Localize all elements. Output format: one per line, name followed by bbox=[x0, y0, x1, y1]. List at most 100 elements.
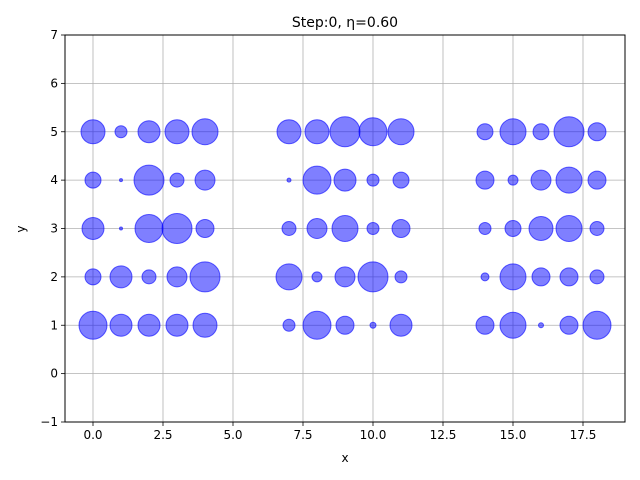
scatter-point bbox=[538, 322, 544, 329]
scatter-point bbox=[507, 174, 519, 186]
scatter-point bbox=[555, 215, 583, 242]
scatter-point bbox=[559, 267, 579, 287]
scatter-point bbox=[391, 219, 411, 238]
x-axis-ticks: 0.0 2.5 5.0 7.5 10.0 12.5 15.0 17.5 bbox=[83, 422, 596, 442]
scatter-point bbox=[165, 313, 189, 337]
scatter-point bbox=[329, 116, 361, 148]
scatter-point bbox=[281, 221, 297, 236]
y-tick-label: 4 bbox=[50, 173, 58, 187]
scatter-point bbox=[331, 215, 359, 242]
scatter-point bbox=[589, 269, 605, 285]
scatter-point bbox=[164, 119, 190, 145]
y-tick-label: 7 bbox=[50, 28, 58, 42]
scatter-point bbox=[480, 272, 490, 282]
scatter-point bbox=[84, 171, 102, 189]
scatter-point bbox=[304, 119, 330, 145]
scatter-point bbox=[80, 119, 106, 145]
scatter-point bbox=[311, 271, 323, 283]
scatter-point bbox=[109, 265, 133, 289]
scatter-point bbox=[369, 321, 377, 329]
scatter-point bbox=[194, 169, 216, 191]
scatter-point bbox=[532, 123, 550, 141]
scatter-point bbox=[499, 118, 527, 146]
scatter-point bbox=[119, 226, 123, 231]
scatter-point bbox=[531, 267, 551, 287]
scatter-point bbox=[84, 268, 102, 286]
scatter-point bbox=[357, 261, 389, 293]
chart-title: Step:0, η=0.60 bbox=[292, 15, 398, 31]
scatter-point bbox=[137, 313, 161, 337]
scatter-point bbox=[478, 222, 492, 235]
x-tick-label: 7.5 bbox=[293, 428, 312, 442]
scatter-point bbox=[389, 313, 413, 337]
scatter-point bbox=[109, 313, 133, 337]
scatter-point bbox=[191, 118, 219, 146]
scatter-point bbox=[366, 173, 380, 187]
x-tick-label: 0.0 bbox=[83, 428, 102, 442]
scatter-point bbox=[387, 118, 415, 146]
scatter-point bbox=[392, 171, 410, 189]
scatter-point bbox=[195, 219, 215, 238]
scatter-point bbox=[192, 312, 218, 338]
scatter-point bbox=[275, 263, 303, 291]
x-axis-label: x bbox=[341, 451, 348, 465]
y-tick-label: 5 bbox=[50, 125, 58, 139]
scatter-point bbox=[504, 220, 522, 237]
y-axis-label: y bbox=[14, 225, 28, 232]
scatter-point bbox=[114, 125, 128, 139]
scatter-point bbox=[81, 217, 105, 240]
scatter-point bbox=[134, 214, 164, 243]
scatter-point bbox=[358, 117, 388, 147]
data-points bbox=[78, 116, 612, 340]
x-tick-label: 2.5 bbox=[153, 428, 172, 442]
x-tick-label: 10.0 bbox=[360, 428, 387, 442]
scatter-point bbox=[306, 218, 328, 239]
scatter-point bbox=[166, 266, 188, 288]
x-tick-label: 17.5 bbox=[570, 428, 597, 442]
scatter-point bbox=[137, 120, 161, 144]
x-tick-label: 12.5 bbox=[430, 428, 457, 442]
scatter-point bbox=[589, 221, 605, 236]
scatter-point bbox=[499, 263, 527, 291]
scatter-point bbox=[119, 178, 123, 183]
scatter-point bbox=[302, 165, 332, 195]
scatter-point bbox=[555, 166, 583, 194]
scatter-point bbox=[334, 266, 356, 288]
scatter-point bbox=[476, 123, 494, 141]
y-tick-label: 2 bbox=[50, 270, 58, 284]
scatter-point bbox=[335, 315, 355, 335]
scatter-point bbox=[553, 116, 585, 148]
scatter-point bbox=[582, 310, 612, 340]
y-tick-label: −1 bbox=[40, 415, 58, 429]
scatter-point bbox=[475, 170, 495, 190]
y-tick-label: 6 bbox=[50, 76, 58, 90]
x-tick-label: 15.0 bbox=[500, 428, 527, 442]
scatter-point bbox=[282, 318, 296, 332]
y-tick-label: 0 bbox=[50, 367, 58, 381]
scatter-point bbox=[559, 315, 579, 335]
scatter-point bbox=[366, 222, 380, 235]
scatter-point bbox=[587, 122, 607, 142]
scatter-point bbox=[499, 311, 527, 339]
scatter-point bbox=[78, 310, 108, 340]
scatter-point bbox=[169, 172, 185, 188]
scatter-point bbox=[587, 170, 607, 190]
scatter-point bbox=[189, 261, 221, 293]
scatter-point bbox=[333, 168, 357, 192]
scatter-point bbox=[141, 269, 157, 285]
scatter-point bbox=[302, 310, 332, 340]
y-axis-ticks: −1 0 1 2 3 4 5 6 7 bbox=[40, 28, 65, 429]
y-tick-label: 3 bbox=[50, 222, 58, 236]
scatter-point bbox=[161, 213, 193, 244]
scatter-point bbox=[394, 270, 408, 284]
y-tick-label: 1 bbox=[50, 318, 58, 332]
scatter-point bbox=[276, 119, 302, 145]
scatter-point bbox=[528, 216, 554, 241]
scatter-point bbox=[286, 177, 292, 183]
scatter-point bbox=[133, 164, 165, 196]
x-tick-label: 5.0 bbox=[223, 428, 242, 442]
scatter-point bbox=[530, 169, 552, 191]
scatter-point bbox=[475, 315, 495, 335]
